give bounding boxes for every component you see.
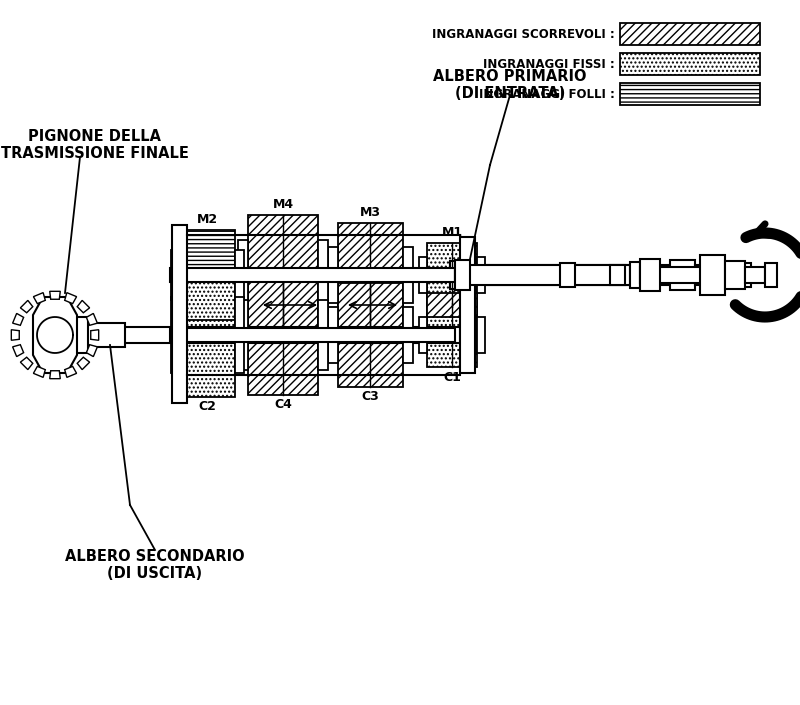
- Text: M3: M3: [359, 206, 381, 219]
- Bar: [318, 240, 328, 310]
- Bar: [328, 307, 338, 363]
- Bar: [745, 267, 765, 283]
- Bar: [419, 317, 427, 353]
- Bar: [180, 230, 235, 320]
- Polygon shape: [86, 314, 98, 325]
- Text: M4: M4: [273, 198, 294, 211]
- Bar: [725, 261, 745, 289]
- Polygon shape: [13, 314, 24, 325]
- Bar: [238, 300, 248, 370]
- Bar: [248, 275, 318, 335]
- Bar: [172, 225, 187, 403]
- Bar: [248, 275, 318, 395]
- Bar: [403, 307, 413, 363]
- Text: INGRANAGGI FISSI :: INGRANAGGI FISSI :: [483, 58, 615, 70]
- Text: PIGNONE DELLA
TRASMISSIONE FINALE: PIGNONE DELLA TRASMISSIONE FINALE: [1, 129, 189, 161]
- Polygon shape: [65, 367, 77, 377]
- Polygon shape: [50, 291, 60, 299]
- Bar: [715, 268, 733, 282]
- Bar: [235, 250, 244, 300]
- Text: C1: C1: [443, 371, 461, 384]
- Bar: [427, 293, 477, 317]
- Polygon shape: [50, 371, 60, 379]
- Bar: [170, 328, 455, 342]
- Bar: [403, 247, 413, 303]
- Text: INGRANAGGI SCORREVOLI :: INGRANAGGI SCORREVOLI :: [432, 27, 615, 40]
- Bar: [338, 283, 403, 387]
- Bar: [85, 323, 125, 347]
- Bar: [700, 255, 725, 295]
- Polygon shape: [86, 345, 98, 357]
- Bar: [630, 267, 670, 283]
- Bar: [455, 265, 630, 285]
- Text: C3: C3: [361, 390, 379, 403]
- Text: M1: M1: [442, 226, 462, 239]
- Bar: [60, 317, 88, 353]
- Bar: [450, 265, 670, 285]
- Bar: [235, 297, 244, 373]
- Bar: [620, 83, 760, 105]
- Bar: [180, 273, 235, 397]
- Polygon shape: [90, 330, 98, 341]
- Bar: [733, 263, 751, 287]
- Bar: [610, 265, 625, 285]
- Bar: [170, 268, 455, 282]
- Bar: [640, 267, 740, 283]
- Polygon shape: [78, 357, 90, 369]
- Bar: [248, 215, 318, 335]
- Bar: [171, 297, 180, 373]
- Bar: [630, 262, 640, 288]
- Polygon shape: [13, 345, 24, 357]
- Bar: [477, 257, 485, 293]
- Bar: [450, 261, 470, 289]
- Polygon shape: [33, 297, 77, 373]
- Text: ALBERO SECONDARIO
(DI USCITA): ALBERO SECONDARIO (DI USCITA): [65, 548, 245, 581]
- Bar: [477, 317, 485, 353]
- Polygon shape: [20, 357, 33, 369]
- Text: M2: M2: [197, 213, 218, 226]
- Bar: [560, 263, 575, 287]
- Bar: [328, 247, 338, 303]
- Bar: [238, 240, 248, 310]
- Polygon shape: [11, 330, 19, 341]
- Bar: [180, 273, 235, 320]
- Text: INGRANAGGI FOLLI :: INGRANAGGI FOLLI :: [479, 87, 615, 101]
- Bar: [318, 300, 328, 370]
- Bar: [419, 257, 427, 293]
- Polygon shape: [34, 293, 46, 304]
- Polygon shape: [37, 317, 73, 353]
- Bar: [460, 237, 475, 373]
- Bar: [338, 223, 403, 327]
- Text: ALBERO PRIMARIO
(DI ENTRATA): ALBERO PRIMARIO (DI ENTRATA): [434, 69, 586, 102]
- Bar: [620, 53, 760, 75]
- Text: C4: C4: [274, 398, 292, 411]
- Text: C2: C2: [198, 400, 216, 413]
- Bar: [427, 243, 477, 307]
- Bar: [695, 265, 715, 285]
- Bar: [640, 259, 660, 291]
- Polygon shape: [34, 367, 46, 377]
- Bar: [455, 260, 470, 290]
- Bar: [620, 23, 760, 45]
- Polygon shape: [65, 293, 77, 304]
- Bar: [110, 327, 460, 343]
- Polygon shape: [78, 300, 90, 313]
- Polygon shape: [20, 300, 33, 313]
- Bar: [427, 303, 477, 367]
- Bar: [670, 260, 695, 290]
- Bar: [171, 250, 180, 300]
- Bar: [338, 283, 403, 327]
- Bar: [765, 263, 777, 287]
